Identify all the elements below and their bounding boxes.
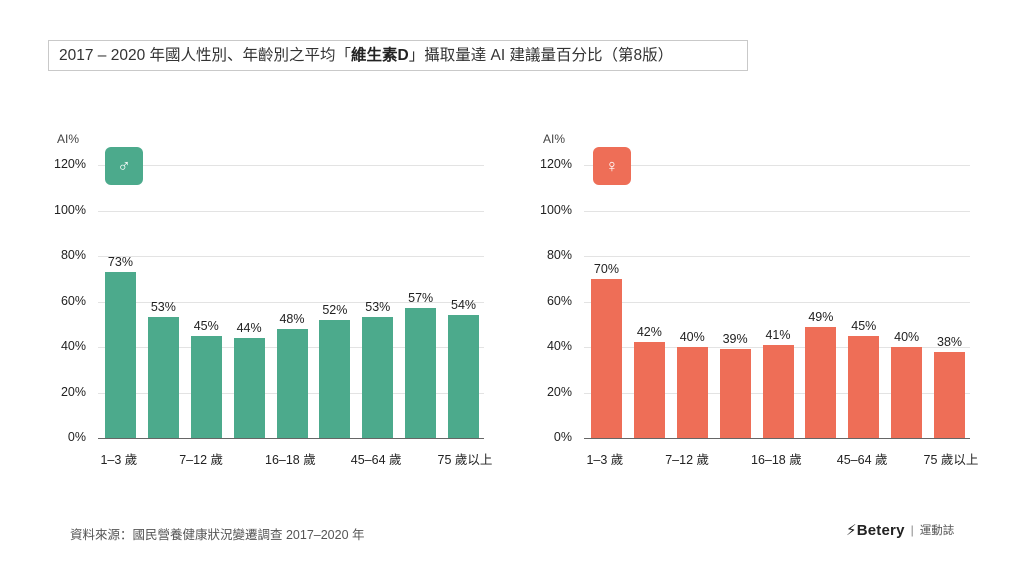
gridline [98, 301, 484, 303]
x-axis-line [584, 438, 970, 439]
bar[interactable] [590, 278, 622, 438]
gridline [584, 165, 970, 166]
bar[interactable] [362, 317, 394, 438]
y-tick-label: 40% [60, 339, 86, 353]
gridline [98, 210, 484, 212]
y-axis-unit-label: AI% [543, 132, 566, 146]
x-tick-label: 45–64 歲 [836, 453, 888, 467]
bar-value-label: 44% [236, 320, 262, 335]
bar[interactable] [448, 315, 480, 438]
bar-value-label: 70% [593, 261, 619, 276]
y-tick-label: 0% [553, 430, 572, 444]
chart-title: 2017 – 2020 年國人性別、年齡別之平均「維生素D」攝取量達 AI 建議… [48, 40, 748, 71]
male-symbol-icon: ♂ [105, 147, 143, 185]
bar-value-label: 40% [679, 330, 705, 344]
y-tick-label: 0% [67, 430, 86, 444]
gridline [584, 210, 970, 212]
source-note: 資料來源：國民營養健康狀況變遷調查 2017–2020 年 [70, 528, 365, 542]
bar-value-label: 45% [851, 318, 877, 333]
bar-value-label: 54% [451, 298, 477, 313]
brand-separator: | [910, 523, 914, 537]
bar[interactable] [676, 347, 708, 438]
title-prefix: 2017 – 2020 年國人性別、年齡別之平均「 [59, 47, 352, 64]
bar[interactable] [934, 351, 966, 438]
x-axis-line [98, 438, 484, 439]
gridline [584, 301, 970, 303]
bar-value-label: 73% [107, 254, 133, 269]
x-tick-label: 16–18 歲 [265, 453, 316, 467]
bar[interactable] [233, 337, 265, 438]
male-bar-chart: AI% 0% 20% 40% 60% 80% 100% 120% ♂ 73% 53% 45% 44% 48… [40, 120, 510, 480]
bar[interactable] [719, 349, 751, 438]
female-symbol-icon: ♀ [593, 147, 631, 185]
x-tick-label: 75 歲以上 [923, 453, 979, 467]
gridline [98, 165, 484, 166]
brand-subtitle: 運動誌 [919, 525, 955, 537]
y-tick-label: 80% [546, 248, 572, 262]
y-tick-label: 60% [60, 293, 86, 308]
gridline [584, 256, 970, 257]
bar-value-label: 45% [193, 318, 219, 333]
bar-value-label: 39% [722, 332, 748, 347]
x-tick-label: 1–3 歲 [100, 453, 138, 467]
lightning-icon: ⚡ [846, 522, 857, 539]
bar[interactable] [633, 342, 665, 438]
x-tick-label: 7–12 歲 [665, 453, 709, 467]
brand-logo: ⚡Betery | 運動誌 [846, 521, 954, 539]
bar-value-label: 52% [322, 302, 348, 317]
bar[interactable] [276, 328, 308, 438]
brand-name: ⚡Betery [846, 522, 905, 539]
bar-value-label: 57% [408, 291, 434, 306]
bar-value-label: 53% [150, 300, 176, 315]
bar-value-label: 40% [894, 330, 920, 344]
bar[interactable] [104, 271, 136, 438]
bar[interactable] [190, 335, 222, 438]
bar-value-label: 38% [937, 334, 963, 349]
bar-value-label: 42% [636, 325, 662, 340]
bar[interactable] [805, 326, 837, 438]
y-tick-label: 40% [546, 339, 572, 353]
female-bar-chart: AI% 0% 20% 40% 60% 80% 100% 120% ♀ 70% 42% 40% 39% 41… [526, 120, 996, 480]
x-tick-label: 1–3 歲 [586, 453, 624, 467]
x-tick-label: 16–18 歲 [751, 453, 802, 467]
title-bold-nutrient: 維生素D [351, 47, 409, 64]
bar[interactable] [848, 335, 880, 438]
y-tick-label: 20% [60, 384, 86, 399]
y-tick-label: 20% [546, 384, 572, 399]
y-tick-label: 100% [540, 202, 572, 217]
y-tick-label: 60% [546, 293, 572, 308]
y-tick-label: 120% [540, 157, 572, 171]
y-tick-label: 120% [54, 157, 86, 171]
bar[interactable] [762, 344, 794, 438]
x-tick-label: 45–64 歲 [350, 453, 402, 467]
bar[interactable] [405, 308, 437, 438]
x-tick-label: 75 歲以上 [437, 453, 493, 467]
bar[interactable] [147, 317, 179, 438]
bar-value-label: 53% [365, 300, 391, 315]
bar-value-label: 41% [765, 327, 791, 342]
y-tick-label: 80% [60, 248, 86, 262]
x-tick-label: 7–12 歲 [179, 453, 223, 467]
bar[interactable] [319, 319, 351, 438]
y-tick-label: 100% [54, 202, 86, 217]
y-axis-unit-label: AI% [57, 132, 80, 146]
gridline [98, 256, 484, 257]
bar[interactable] [891, 347, 923, 438]
title-suffix: 」攝取量達 AI 建議量百分比（第8版） [408, 47, 674, 64]
bar-value-label: 49% [808, 309, 834, 324]
bar-value-label: 48% [279, 311, 305, 326]
